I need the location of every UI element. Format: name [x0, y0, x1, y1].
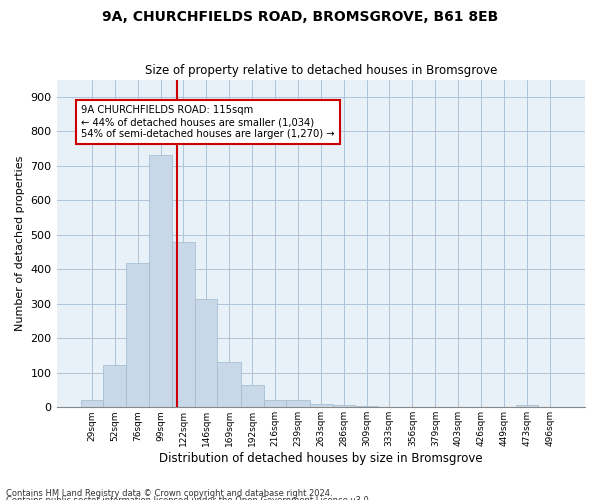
Bar — [310, 404, 332, 407]
X-axis label: Distribution of detached houses by size in Bromsgrove: Distribution of detached houses by size … — [159, 452, 482, 465]
Bar — [263, 400, 286, 407]
Text: Contains HM Land Registry data © Crown copyright and database right 2024.: Contains HM Land Registry data © Crown c… — [6, 488, 332, 498]
Y-axis label: Number of detached properties: Number of detached properties — [15, 156, 25, 331]
Bar — [286, 400, 310, 407]
Bar — [378, 406, 401, 408]
Bar — [332, 405, 355, 407]
Bar — [515, 405, 538, 407]
Text: 9A, CHURCHFIELDS ROAD, BROMSGROVE, B61 8EB: 9A, CHURCHFIELDS ROAD, BROMSGROVE, B61 8… — [102, 10, 498, 24]
Bar — [241, 385, 263, 407]
Bar — [103, 365, 126, 408]
Text: Contains public sector information licensed under the Open Government Licence v3: Contains public sector information licen… — [6, 496, 371, 500]
Bar — [126, 263, 149, 408]
Bar — [80, 400, 103, 407]
Title: Size of property relative to detached houses in Bromsgrove: Size of property relative to detached ho… — [145, 64, 497, 77]
Bar — [355, 406, 378, 407]
Text: 9A CHURCHFIELDS ROAD: 115sqm
← 44% of detached houses are smaller (1,034)
54% of: 9A CHURCHFIELDS ROAD: 115sqm ← 44% of de… — [81, 106, 335, 138]
Bar — [172, 242, 195, 408]
Bar — [217, 362, 241, 408]
Bar — [195, 298, 217, 408]
Bar — [149, 156, 172, 408]
